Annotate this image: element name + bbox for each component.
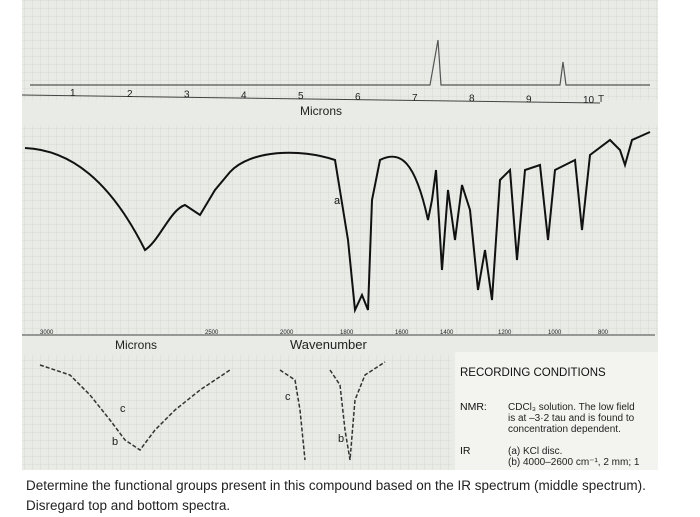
annotation: b bbox=[112, 436, 118, 448]
question: Determine the functional groups present … bbox=[26, 476, 686, 516]
scale-label: 8 bbox=[469, 94, 475, 105]
scale-label: 9 bbox=[526, 94, 532, 105]
wavenumber-label: 1800 bbox=[340, 330, 354, 336]
annotation: c bbox=[120, 403, 126, 415]
bottom-grid bbox=[22, 355, 452, 470]
top-grid bbox=[22, 0, 658, 100]
wavenumber-label: 2500 bbox=[205, 330, 219, 336]
nmr-label: NMR: bbox=[460, 401, 487, 413]
annotation: b bbox=[338, 433, 344, 445]
wavenumber-label: 1200 bbox=[498, 330, 512, 336]
conditions-title: RECORDING CONDITIONS bbox=[460, 367, 606, 379]
nmr-line: is at –3·2 tau and is found to bbox=[508, 413, 635, 424]
top-trace bbox=[30, 39, 650, 86]
conditions-box bbox=[455, 352, 658, 470]
ir-label: IR bbox=[460, 445, 471, 457]
wavenumber-label: 800 bbox=[598, 330, 609, 336]
scale-label: 10 bbox=[583, 95, 595, 106]
scale-label: 1 bbox=[70, 88, 76, 99]
corner-label: T bbox=[598, 94, 604, 105]
ir-trace bbox=[24, 131, 651, 314]
scale-label: 3 bbox=[184, 90, 190, 101]
microns-label: Microns bbox=[115, 338, 157, 352]
scale-label: 5 bbox=[298, 91, 304, 102]
wavenumber-label: 3000 bbox=[40, 330, 54, 336]
middle-grid bbox=[22, 125, 658, 335]
annotation: a bbox=[334, 195, 341, 207]
scale-label: 7 bbox=[412, 93, 418, 104]
nmr-line: CDCl₃ solution. The low field bbox=[508, 402, 635, 413]
ir-line: (a) KCl disc. bbox=[508, 446, 562, 457]
wavenumber-label: 2000 bbox=[280, 330, 294, 336]
spectra-photo: Microns T a Microns Wavenumber RECORDING… bbox=[21, 0, 658, 470]
bottom-traces bbox=[39, 361, 386, 461]
wavenumber-label: Wavenumber bbox=[290, 337, 367, 352]
nmr-line: concentration dependent. bbox=[508, 424, 621, 435]
microns-label: Microns bbox=[300, 104, 342, 118]
scale-label: 4 bbox=[241, 90, 247, 101]
ir-line: (b) 4000–2600 cm⁻¹, 2 mm; 1 bbox=[508, 457, 640, 468]
scale-label: 2 bbox=[127, 89, 133, 100]
top-axis bbox=[21, 94, 601, 104]
annotation: c bbox=[285, 391, 291, 403]
wavenumber-label: 1000 bbox=[548, 330, 562, 336]
question-line: Determine the functional groups present … bbox=[26, 478, 646, 493]
question-line: Disregard top and bottom spectra. bbox=[26, 498, 231, 513]
wavenumber-label: 1400 bbox=[440, 330, 454, 336]
wavenumber-label: 1600 bbox=[395, 330, 409, 336]
scale-label: 6 bbox=[355, 92, 361, 103]
